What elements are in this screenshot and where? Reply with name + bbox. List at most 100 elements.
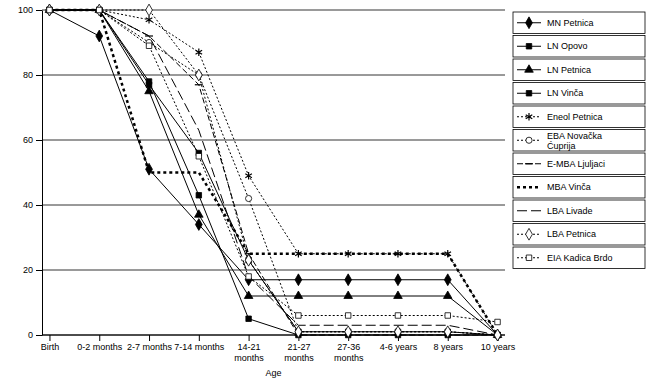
y-axis-line: [42, 11, 43, 336]
marker: [444, 250, 451, 258]
marker: [345, 326, 352, 338]
marker: [246, 274, 251, 279]
y-tick: 20: [23, 265, 42, 275]
legend-swatch: [517, 163, 541, 164]
y-tick-mark: [36, 140, 42, 141]
x-tick-mark: [199, 335, 200, 341]
marker: [495, 319, 500, 324]
series-line: [49, 10, 497, 335]
grid-line: [42, 270, 505, 271]
x-tick-mark: [49, 335, 50, 341]
series-line: [49, 10, 497, 335]
series-line: [49, 10, 497, 335]
legend-label: LN Petnica: [547, 65, 591, 75]
series-group: [45, 4, 502, 341]
y-tick-label: 100: [18, 5, 33, 15]
legend-entry: EIA Kadica Brdo: [513, 247, 645, 269]
marker: [345, 313, 350, 318]
legend-entry: MBA Vinča: [513, 177, 645, 199]
legend-marker: [525, 163, 533, 164]
marker: [244, 291, 253, 298]
marker: [395, 274, 402, 286]
legend-box: [513, 106, 645, 128]
legend-entry: Eneol Petnica: [513, 106, 645, 128]
marker: [443, 291, 452, 298]
series-line: [49, 10, 497, 322]
marker: [97, 7, 102, 12]
y-tick: 80: [23, 70, 42, 80]
x-tick-label: 14-21months: [234, 342, 264, 362]
y-tick-mark: [36, 75, 42, 76]
x-tick-label: 2-7 months: [127, 342, 173, 352]
marker: [444, 326, 451, 338]
marker: [245, 254, 252, 266]
marker: [96, 4, 103, 16]
x-tick-label: 21-27months: [284, 342, 314, 362]
x-tick-mark: [99, 335, 100, 341]
legend-entry: EBA NovačkaĆuprija: [513, 130, 645, 152]
legend-label: MBA Vinča: [547, 182, 591, 192]
marker: [195, 69, 202, 81]
y-axis: 020406080100: [18, 5, 43, 340]
marker: [345, 274, 352, 286]
marker: [46, 6, 53, 14]
x-tick-label: Birth: [41, 342, 60, 352]
series-line: [49, 10, 497, 335]
legend-box: [513, 12, 645, 34]
grid-line: [42, 205, 505, 206]
legend: MN PetnicaLN OpovoLN PetnicaLN VinčaEneo…: [513, 12, 645, 269]
series-line: [49, 10, 497, 335]
x-tick-mark: [249, 335, 250, 341]
legend-entry: LBA Petnica: [513, 224, 645, 246]
marker: [395, 313, 400, 318]
marker: [294, 291, 303, 298]
y-tick: 100: [18, 5, 42, 15]
marker: [146, 79, 151, 84]
marker: [47, 7, 52, 12]
marker: [146, 16, 153, 24]
legend-box: [513, 130, 645, 152]
legend-label: EBA NovačkaĆuprija: [547, 131, 602, 151]
marker: [46, 4, 53, 16]
legend-entry: LBA Livade: [513, 200, 645, 222]
y-tick-label: 60: [23, 135, 33, 145]
plot: 020406080100Birth0-2 months2-7 months7-1…: [18, 4, 516, 363]
legend-marker: [526, 228, 533, 240]
legend-label: LN Vinča: [547, 88, 583, 98]
x-tick: 14-21months: [234, 335, 264, 363]
x-axis-title: Age: [265, 368, 281, 378]
legend-label: MN Petnica: [547, 18, 594, 28]
legend-box: [513, 247, 645, 269]
legend-swatch: [517, 186, 541, 189]
x-tick-label: 4-6 years: [380, 342, 418, 352]
legend-marker: [526, 17, 533, 29]
x-tick-label: 8 years: [433, 342, 463, 352]
marker: [444, 274, 451, 286]
legend-box: [513, 177, 645, 199]
legend-label: LBA Petnica: [547, 229, 596, 239]
legend-entry: LN Petnica: [513, 59, 645, 81]
marker: [196, 154, 201, 159]
x-tick: 7-14 months: [174, 335, 225, 352]
x-tick-label: 10 years: [481, 342, 516, 352]
x-tick-label: 27-36months: [334, 342, 364, 362]
legend-box: [513, 59, 645, 81]
marker: [146, 4, 153, 16]
marker: [46, 4, 53, 16]
marker: [245, 274, 252, 286]
x-tick: 2-7 months: [127, 335, 173, 352]
x-tick-label: 7-14 months: [174, 342, 225, 352]
marker: [246, 195, 252, 201]
marker: [295, 274, 302, 286]
grid-line: [42, 140, 505, 141]
x-axis: Birth0-2 months2-7 months7-14 months14-2…: [41, 335, 516, 363]
x-tick-mark: [149, 335, 150, 341]
marker: [195, 210, 204, 217]
grid-line: [42, 75, 505, 76]
marker: [494, 329, 501, 341]
legend-marker: [526, 44, 531, 49]
marker: [46, 7, 52, 13]
legend-box: [513, 83, 645, 105]
chart: 020406080100Birth0-2 months2-7 months7-1…: [0, 0, 649, 381]
legend-box: [513, 36, 645, 58]
